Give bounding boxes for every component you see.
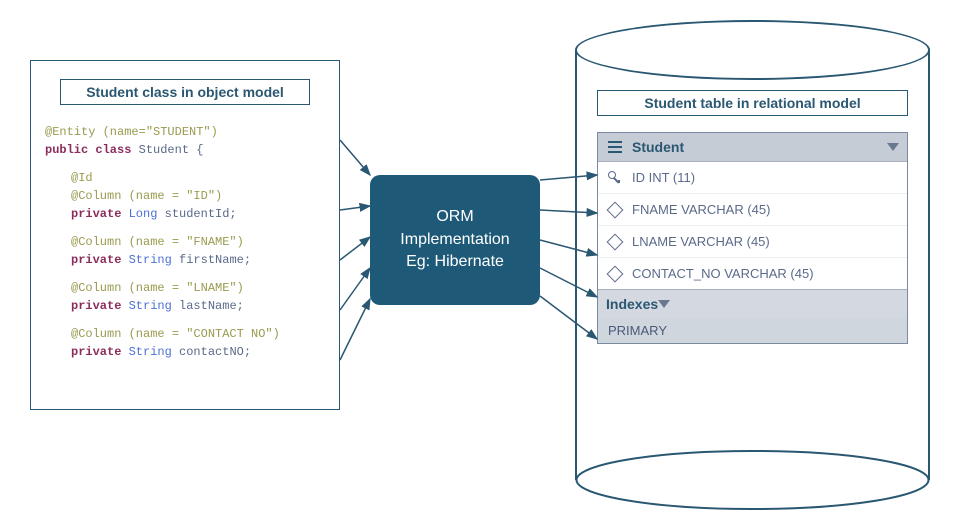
arrows-layer (0, 0, 957, 527)
